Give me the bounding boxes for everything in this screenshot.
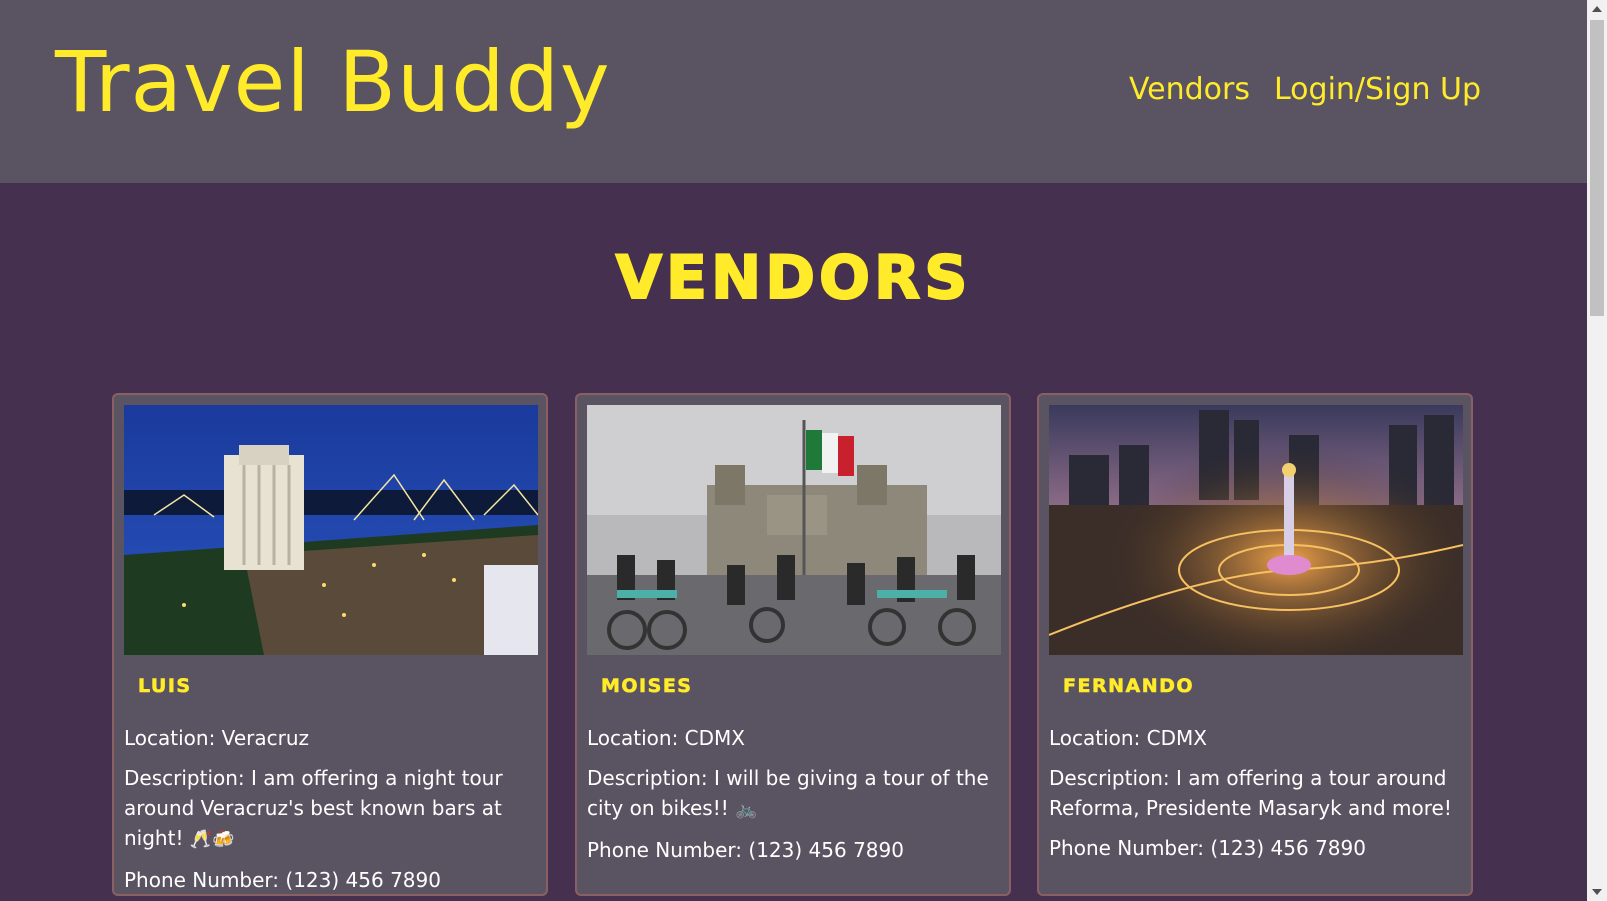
vendor-description: Description: I am offering a night tour … — [124, 766, 503, 850]
nav-link-login-signup[interactable]: Login/Sign Up — [1273, 72, 1481, 107]
vendor-phone: Phone Number: (123) 456 7890 — [124, 868, 441, 892]
site-header: Travel Buddy Vendors Login/Sign Up — [0, 0, 1587, 183]
vendor-card: LUIS Location: Veracruz Description: I a… — [112, 393, 548, 896]
vendor-description: Description: I will be giving a tour of … — [587, 766, 989, 820]
vendor-details: Location: Veracruz Description: I am off… — [124, 723, 540, 901]
vendor-name: MOISES — [601, 675, 693, 698]
scroll-down-arrow-icon[interactable] — [1592, 889, 1602, 895]
vendor-card: MOISES Location: CDMX Description: I wil… — [575, 393, 1011, 896]
vendor-location: Location: Veracruz — [124, 726, 309, 750]
cheers-beer-emoji-icon: 🥂🍻 — [189, 829, 235, 850]
vendor-photo — [1049, 405, 1463, 655]
vendor-photo — [124, 405, 538, 655]
vendor-photo — [587, 405, 1001, 655]
vendor-name: FERNANDO — [1063, 675, 1195, 698]
scroll-up-arrow-icon[interactable] — [1592, 6, 1602, 12]
vendor-card: FERNANDO Location: CDMX Description: I a… — [1037, 393, 1473, 896]
vendor-name: LUIS — [138, 675, 192, 698]
vendor-phone: Phone Number: (123) 456 7890 — [1049, 836, 1366, 860]
vendor-location: Location: CDMX — [1049, 726, 1208, 750]
bicycle-emoji-icon: 🚲 — [735, 799, 758, 820]
vendor-details: Location: CDMX Description: I will be gi… — [587, 723, 1003, 875]
vendor-location: Location: CDMX — [587, 726, 746, 750]
scrollbar-thumb[interactable] — [1590, 20, 1604, 316]
top-nav: Vendors Login/Sign Up — [1129, 72, 1481, 107]
brand-logo-text[interactable]: Travel Buddy — [55, 33, 611, 131]
page-title: VENDORS — [615, 243, 972, 313]
vendor-phone: Phone Number: (123) 456 7890 — [587, 838, 904, 862]
vendor-description: Description: I am offering a tour around… — [1049, 766, 1452, 820]
vendor-details: Location: CDMX Description: I am offerin… — [1049, 723, 1465, 873]
vertical-scrollbar[interactable] — [1587, 0, 1607, 901]
nav-link-vendors[interactable]: Vendors — [1128, 72, 1250, 107]
